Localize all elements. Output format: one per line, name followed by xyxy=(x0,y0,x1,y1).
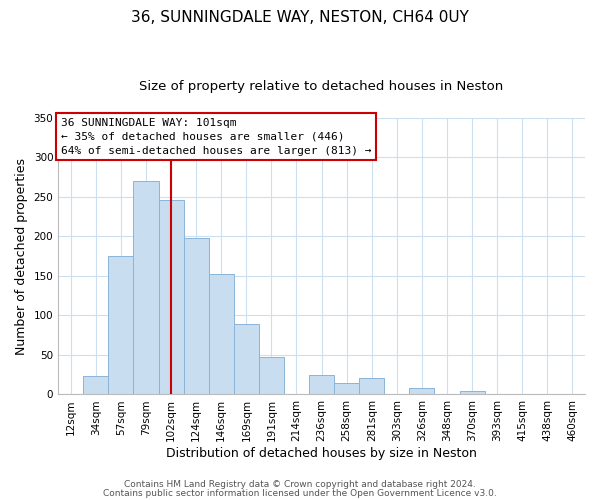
Y-axis label: Number of detached properties: Number of detached properties xyxy=(15,158,28,354)
Bar xyxy=(83,376,109,394)
Bar xyxy=(158,200,184,394)
Text: Contains HM Land Registry data © Crown copyright and database right 2024.: Contains HM Land Registry data © Crown c… xyxy=(124,480,476,489)
Bar xyxy=(460,390,485,394)
Bar xyxy=(234,324,259,394)
X-axis label: Distribution of detached houses by size in Neston: Distribution of detached houses by size … xyxy=(166,447,477,460)
Bar xyxy=(409,388,434,394)
Bar xyxy=(133,181,158,394)
Text: 36, SUNNINGDALE WAY, NESTON, CH64 0UY: 36, SUNNINGDALE WAY, NESTON, CH64 0UY xyxy=(131,10,469,25)
Bar xyxy=(184,238,209,394)
Text: Contains public sector information licensed under the Open Government Licence v3: Contains public sector information licen… xyxy=(103,488,497,498)
Bar xyxy=(109,256,133,394)
Bar xyxy=(209,274,234,394)
Bar xyxy=(334,384,359,394)
Text: 36 SUNNINGDALE WAY: 101sqm
← 35% of detached houses are smaller (446)
64% of sem: 36 SUNNINGDALE WAY: 101sqm ← 35% of deta… xyxy=(61,118,371,156)
Bar xyxy=(259,356,284,395)
Title: Size of property relative to detached houses in Neston: Size of property relative to detached ho… xyxy=(139,80,504,93)
Bar xyxy=(309,374,334,394)
Bar xyxy=(359,378,385,394)
